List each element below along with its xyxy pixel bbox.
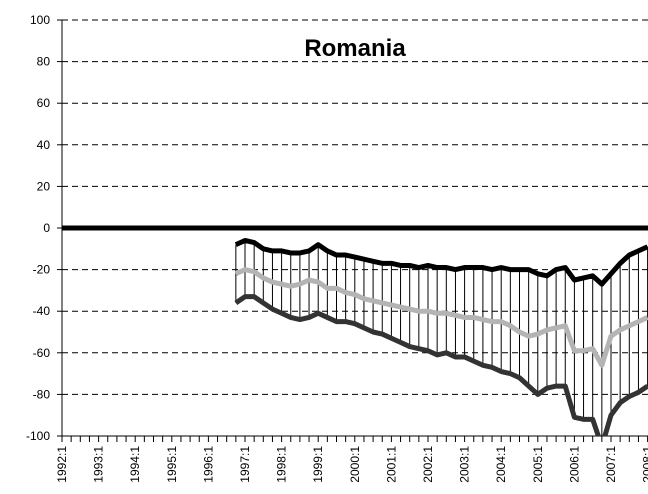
chart-title: Romania xyxy=(304,35,406,62)
series-line xyxy=(234,294,648,436)
x-tick-label: 2005:1 xyxy=(531,446,545,483)
x-tick-label: 2002:1 xyxy=(421,446,435,483)
y-tick-label: -80 xyxy=(33,387,51,401)
x-tick-label: 1993:1 xyxy=(92,446,106,483)
series-line xyxy=(234,237,648,287)
x-tick-label: 2004:1 xyxy=(494,446,508,483)
x-tick-label: 2006:1 xyxy=(567,446,581,483)
x-tick-label: 1999:1 xyxy=(311,446,325,483)
y-tick-label: 60 xyxy=(37,96,51,110)
x-tick-label: 1996:1 xyxy=(201,446,215,483)
x-tick-label: 1992:1 xyxy=(55,446,69,483)
x-tick-label: 2001:1 xyxy=(384,446,398,483)
x-tick-label: 1995:1 xyxy=(165,446,179,483)
x-tick-label: 1994:1 xyxy=(128,446,142,483)
x-tick-label: 2007:1 xyxy=(604,446,618,483)
y-tick-label: -40 xyxy=(33,304,51,318)
y-tick-label: 100 xyxy=(30,13,50,27)
y-tick-label: -100 xyxy=(26,429,50,443)
y-tick-label: 20 xyxy=(37,179,51,193)
x-tick-label: 2003:1 xyxy=(458,446,472,483)
y-tick-label: -60 xyxy=(33,346,51,360)
x-tick-label: 2000:1 xyxy=(348,446,362,483)
y-tick-label: 0 xyxy=(43,221,50,235)
y-tick-label: 80 xyxy=(37,55,51,69)
x-tick-label: 2008:1 xyxy=(641,446,648,483)
y-tick-label: 40 xyxy=(37,138,51,152)
x-tick-label: 1997:1 xyxy=(238,446,252,483)
series-line xyxy=(234,267,648,368)
x-tick-label: 1998:1 xyxy=(275,446,289,483)
y-tick-label: -20 xyxy=(33,263,51,277)
plot-area xyxy=(234,237,648,436)
